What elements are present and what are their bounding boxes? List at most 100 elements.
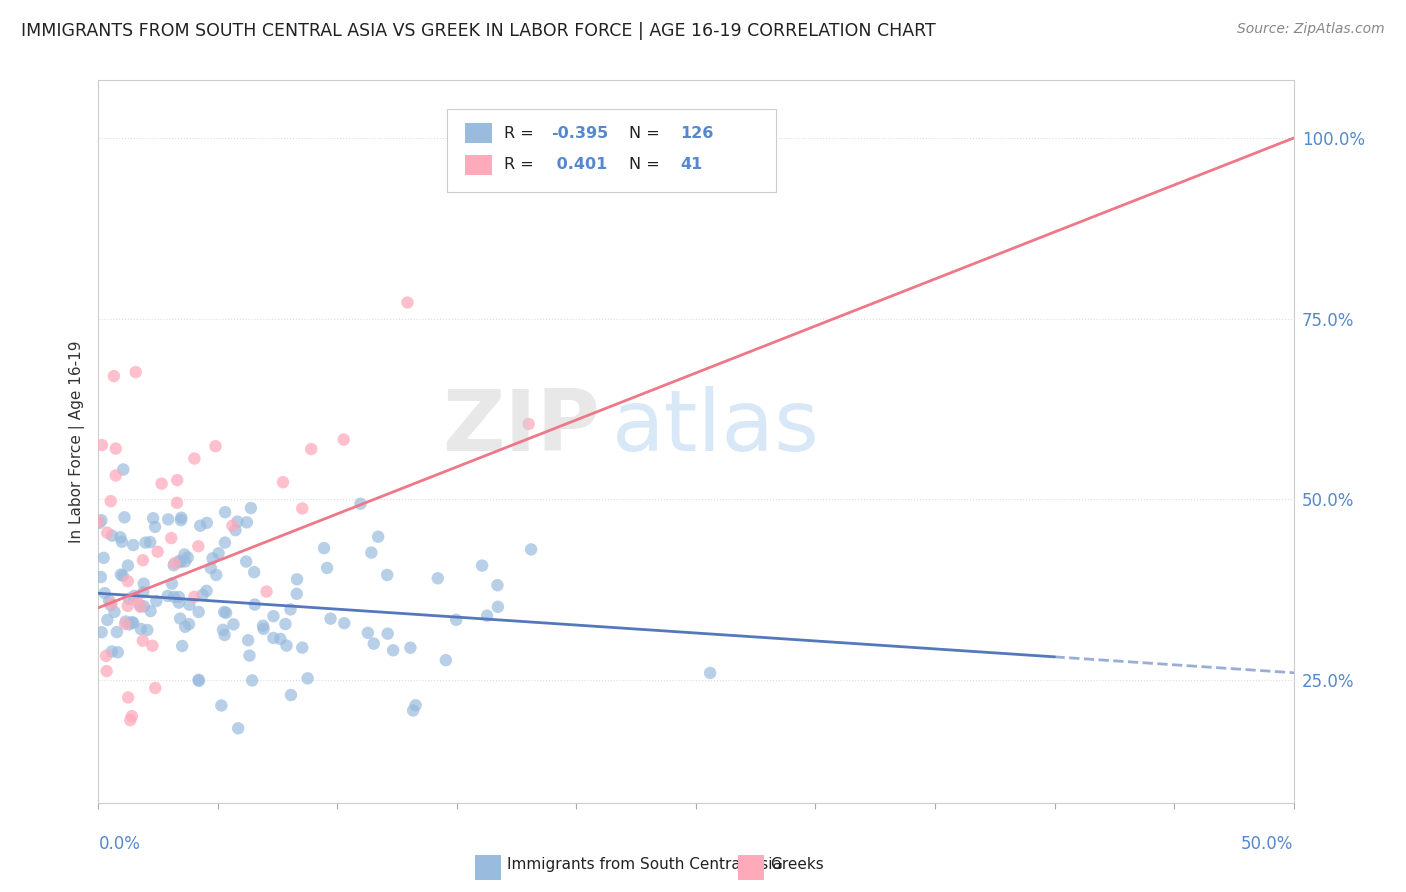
Point [110, 530, 132, 544]
Point [212, 605, 235, 619]
Point [89, 516, 111, 530]
Point [129, 599, 152, 614]
Point [405, 698, 427, 713]
Point [104, 468, 127, 483]
Point [215, 606, 238, 620]
Point [276, 639, 298, 653]
Point [174, 554, 197, 568]
Point [187, 673, 209, 687]
Point [114, 616, 136, 631]
Point [143, 681, 166, 695]
Point [143, 520, 166, 534]
Point [214, 535, 236, 549]
Point [134, 535, 156, 549]
Y-axis label: In Labor Force | Age 16-19: In Labor Force | Age 16-19 [69, 340, 84, 543]
Point [214, 505, 236, 519]
Point [139, 604, 162, 618]
Point [87, 515, 110, 529]
Point [122, 589, 145, 603]
Point [132, 576, 155, 591]
Point [187, 605, 209, 619]
Point [486, 599, 509, 614]
Point [160, 576, 183, 591]
Point [118, 591, 141, 606]
Text: IMMIGRANTS FROM SOUTH CENTRAL ASIA VS GREEK IN LABOR FORCE | AGE 16-19 CORRELATI: IMMIGRANTS FROM SOUTH CENTRAL ASIA VS GR… [21, 22, 936, 40]
Point [375, 568, 398, 582]
Point [399, 640, 422, 655]
Point [117, 599, 139, 613]
Text: atlas: atlas [613, 385, 820, 468]
Point [187, 539, 209, 553]
Point [297, 672, 319, 686]
FancyBboxPatch shape [475, 855, 501, 880]
Point [222, 617, 245, 632]
Point [285, 587, 308, 601]
Point [226, 515, 249, 529]
Point [187, 673, 209, 688]
Point [150, 476, 173, 491]
Text: 126: 126 [681, 126, 714, 141]
Text: 41: 41 [681, 157, 703, 172]
Point [136, 623, 159, 637]
Point [471, 558, 494, 573]
Point [238, 648, 260, 663]
Point [235, 555, 257, 569]
Point [170, 513, 193, 527]
Point [240, 673, 263, 688]
Point [174, 620, 197, 634]
Point [114, 615, 136, 629]
Point [142, 511, 165, 525]
Point [118, 617, 141, 632]
Point [382, 643, 405, 657]
Point [332, 433, 354, 447]
Point [110, 567, 132, 582]
Point [195, 516, 218, 530]
Point [163, 590, 186, 604]
Point [117, 558, 139, 573]
Point [120, 713, 142, 727]
Point [122, 538, 145, 552]
Point [214, 628, 236, 642]
Point [402, 704, 425, 718]
Text: 0.401: 0.401 [551, 157, 607, 172]
Point [125, 593, 148, 607]
Point [94, 648, 117, 663]
Point [179, 598, 201, 612]
Point [280, 602, 302, 616]
Point [183, 451, 205, 466]
Point [377, 626, 399, 640]
Point [129, 599, 152, 613]
Point [239, 501, 262, 516]
Point [291, 501, 314, 516]
FancyBboxPatch shape [738, 855, 763, 880]
Point [98, 594, 121, 608]
Point [114, 510, 136, 524]
Point [132, 633, 155, 648]
Point [520, 542, 543, 557]
Point [139, 535, 162, 549]
Point [163, 558, 186, 573]
Point [101, 529, 124, 543]
Point [163, 556, 186, 570]
Point [170, 510, 193, 524]
Point [96, 613, 118, 627]
Text: R =: R = [503, 157, 538, 172]
Point [96, 664, 118, 678]
Point [169, 611, 191, 625]
Point [207, 546, 229, 560]
Point [105, 625, 128, 640]
Point [226, 721, 249, 735]
Point [243, 598, 266, 612]
Point [132, 553, 155, 567]
Point [357, 625, 380, 640]
Point [103, 369, 125, 384]
Point [188, 518, 211, 533]
Point [94, 586, 117, 600]
Point [201, 551, 224, 566]
Point [90, 625, 112, 640]
Point [209, 698, 232, 713]
Point [252, 618, 274, 632]
Point [236, 633, 259, 648]
Point [107, 645, 129, 659]
Point [124, 365, 146, 379]
